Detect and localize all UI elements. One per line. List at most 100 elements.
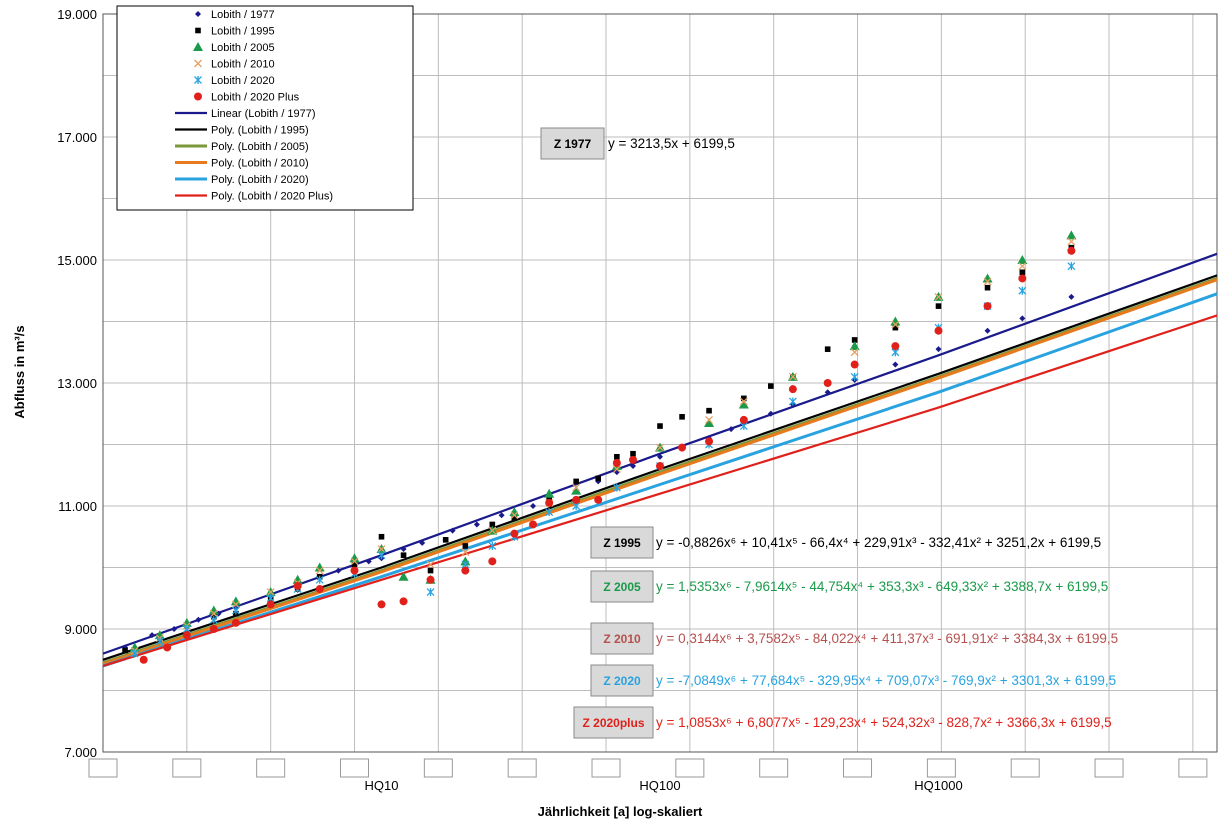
data-point-series-5 — [891, 342, 900, 351]
data-point-series-1 — [489, 521, 496, 528]
trendline-3 — [102, 278, 1218, 666]
data-point-series-4 — [155, 637, 164, 646]
data-point-series-5 — [983, 302, 992, 311]
data-point-series-3 — [612, 465, 621, 474]
data-point-series-5 — [293, 581, 302, 590]
x-tick-label: HQ10 — [365, 778, 399, 793]
data-point-series-3 — [377, 545, 386, 554]
data-point-series-4 — [850, 372, 859, 381]
equation-text: y = -0,8826x⁶ + 10,41x⁵ - 66,4x⁴ + 229,9… — [656, 535, 1101, 550]
legend-marker-1 — [195, 27, 201, 34]
legend-label: Lobith / 2020 Plus — [211, 92, 300, 104]
data-point-series-0 — [984, 327, 991, 334]
data-point-series-2 — [181, 617, 192, 627]
trendline-4 — [102, 292, 1218, 668]
y-axis-ticks: 7.000 9.000 11.000 13.000 15.000 17.000 19.000 — [57, 7, 97, 760]
data-point-series-5 — [399, 597, 408, 606]
y-axis-label: Abfluss in m³/s — [12, 325, 27, 418]
data-point-series-5 — [266, 600, 275, 609]
equation-text: y = 1,0853x⁶ + 6,8077x⁵ - 129,23x⁴ + 524… — [656, 715, 1112, 730]
data-point-series-3 — [1018, 262, 1027, 271]
data-point-series-4 — [612, 483, 621, 492]
data-point-series-1 — [706, 407, 712, 414]
data-point-series-4 — [315, 575, 324, 584]
y-tick-label: 7.000 — [64, 745, 97, 760]
legend-label: Poly. (Lobith / 2010) — [211, 158, 309, 170]
data-point-series-4 — [130, 649, 139, 658]
legend-label: Poly. (Lobith / 2005) — [211, 141, 309, 153]
data-point-series-1 — [427, 567, 434, 574]
x-tick-box — [1010, 758, 1040, 778]
equation-tag: Z 1995 — [603, 536, 641, 550]
data-point-series-5 — [209, 625, 218, 633]
x-tick-box — [591, 758, 621, 778]
data-point-series-5 — [510, 529, 519, 538]
legend-label: Lobith / 1977 — [211, 9, 275, 21]
data-point-series-1 — [573, 478, 579, 485]
legend-label: Poly. (Lobith / 2020 Plus) — [211, 191, 333, 203]
equation-text: y = 0,3144x⁶ + 3,7582x⁵ - 84,022x⁴ + 411… — [656, 631, 1118, 646]
legend-label: Lobith / 1995 — [211, 26, 275, 38]
data-point-series-2 — [1017, 255, 1028, 264]
data-point-series-5 — [139, 655, 148, 664]
x-tick-box — [843, 758, 873, 778]
legend-marker-0 — [195, 11, 201, 17]
data-point-series-3 — [488, 526, 497, 535]
data-point-series-1 — [657, 423, 663, 429]
equation-tag-box — [540, 127, 605, 160]
data-point-series-3 — [510, 511, 519, 520]
data-point-series-5 — [594, 495, 603, 504]
data-point-series-1 — [614, 454, 620, 460]
data-point-series-0 — [149, 632, 156, 639]
data-point-series-3 — [934, 292, 943, 301]
data-point-series-2 — [704, 417, 715, 427]
data-point-series-3 — [1067, 237, 1076, 246]
legend-label: Lobith / 2020 — [211, 75, 275, 87]
data-point-series-4 — [1018, 286, 1027, 295]
data-point-series-3 — [788, 372, 797, 381]
data-point-series-3 — [426, 560, 435, 569]
data-point-series-0 — [824, 389, 831, 396]
y-tick-label: 9.000 — [64, 622, 97, 637]
trendline-5 — [102, 314, 1218, 667]
equation-text: y = 1,5353x⁶ - 7,9614x⁵ - 44,754x⁴ + 353… — [656, 579, 1108, 594]
x-tick-box — [256, 758, 286, 778]
data-point-series-1 — [851, 337, 858, 343]
data-point-series-0 — [657, 453, 663, 460]
data-point-series-3 — [656, 443, 664, 452]
data-point-series-5 — [231, 618, 240, 627]
data-point-series-4 — [426, 588, 435, 597]
data-point-series-0 — [335, 567, 342, 574]
data-point-series-5 — [315, 585, 324, 594]
trendline-0 — [102, 252, 1218, 655]
data-point-series-1 — [984, 284, 991, 291]
data-point-series-0 — [1019, 315, 1026, 322]
data-point-series-5 — [788, 385, 797, 394]
x-tick-box — [1178, 758, 1208, 778]
x-tick-box — [88, 758, 118, 778]
data-point-series-1 — [595, 475, 602, 482]
equation-tag: Z 1977 — [554, 137, 592, 151]
data-point-series-5 — [426, 575, 435, 584]
data-point-series-0 — [449, 527, 456, 534]
data-point-series-3 — [739, 397, 748, 406]
data-point-series-3 — [461, 548, 470, 557]
data-point-series-3 — [209, 609, 218, 618]
data-point-series-5 — [850, 360, 859, 369]
legend-label: Lobith / 2010 — [211, 59, 275, 71]
data-point-series-0 — [935, 346, 942, 353]
data-point-series-0 — [365, 558, 372, 565]
data-point-series-5 — [461, 566, 470, 575]
data-point-series-5 — [934, 326, 943, 335]
data-point-series-2 — [849, 341, 860, 351]
data-point-series-1 — [351, 561, 358, 568]
data-point-series-5 — [1067, 246, 1076, 255]
x-tick-box — [759, 758, 789, 778]
equation-tag: Z 2010 — [603, 632, 641, 646]
data-point-series-1 — [378, 533, 385, 540]
data-point-series-2 — [982, 273, 993, 283]
equation-tag-box — [590, 526, 654, 559]
legend-box — [116, 5, 414, 211]
data-point-series-5 — [629, 455, 638, 464]
